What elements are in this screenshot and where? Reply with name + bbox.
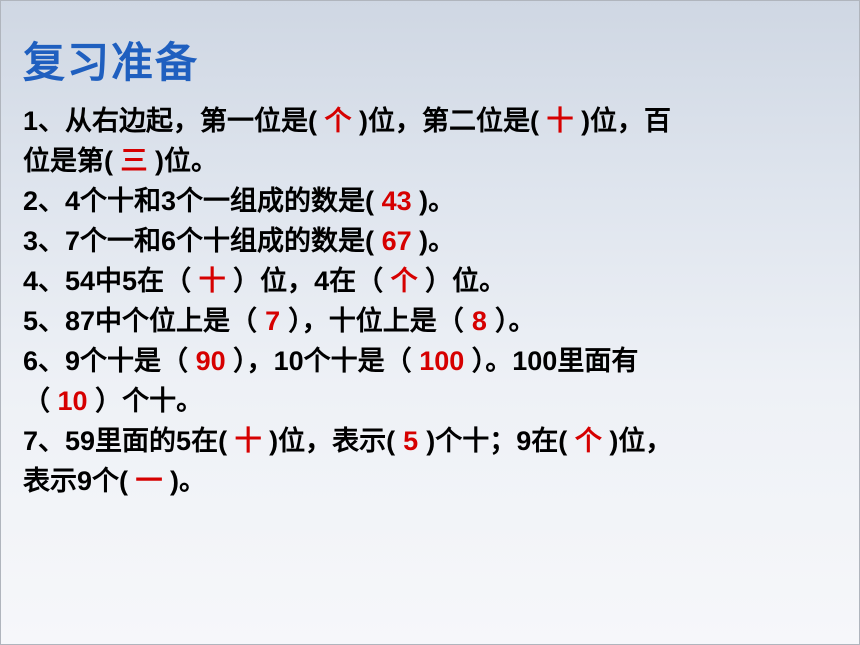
q3-text-b: )。 xyxy=(419,226,455,256)
answer-4: 43 xyxy=(382,182,412,222)
q1-line1: 1、从右边起，第一位是( 个 )位，第二位是( 十 )位，百 xyxy=(23,102,837,142)
q6-line1: 6、9个十是（ 90 ），10个十是（ 100 ）。100里面有 xyxy=(23,342,837,382)
answer-1: 个 xyxy=(325,102,352,142)
q7-text-a: 7、59里面的5在( xyxy=(23,426,227,456)
q4-line: 4、54中5在（ 十 ）位，4在（ 个 ）位。 xyxy=(23,262,837,302)
slide: 复习准备 1、从右边起，第一位是( 个 )位，第二位是( 十 )位，百 位是第(… xyxy=(1,1,859,502)
q7-text-e: 表示9个( xyxy=(23,466,128,496)
q7-text-d: )位， xyxy=(609,426,672,456)
q7-text-c: )个十；9在( xyxy=(426,426,567,456)
q1-text-b: )位，第二位是( xyxy=(359,106,539,136)
q1-line2: 位是第( 三 )位。 xyxy=(23,142,837,182)
q2-line: 2、4个十和3个一组成的数是( 43 )。 xyxy=(23,182,837,222)
question-block: 1、从右边起，第一位是( 个 )位，第二位是( 十 )位，百 位是第( 三 )位… xyxy=(23,102,837,502)
answer-3: 三 xyxy=(121,142,148,182)
answer-7: 个 xyxy=(391,262,418,302)
section-title: 复习准备 xyxy=(23,29,837,90)
q1-text-d: 位是第( xyxy=(23,146,113,176)
q7-line2: 表示9个( 一 )。 xyxy=(23,462,837,502)
answer-10: 90 xyxy=(196,342,226,382)
q3-line: 3、7个一和6个十组成的数是( 67 )。 xyxy=(23,222,837,262)
q2-text-a: 2、4个十和3个一组成的数是( xyxy=(23,186,374,216)
answer-9: 8 xyxy=(471,302,487,342)
answer-13: 十 xyxy=(235,422,262,462)
answer-5: 67 xyxy=(382,222,412,262)
answer-8: 7 xyxy=(265,302,281,342)
q5-text-c: ）。 xyxy=(495,306,536,336)
answer-16: 一 xyxy=(136,462,163,502)
q7-line1: 7、59里面的5在( 十 )位，表示( 5 )个十；9在( 个 )位， xyxy=(23,422,837,462)
answer-12: 10 xyxy=(58,382,88,422)
answer-15: 个 xyxy=(575,422,602,462)
q6-text-a: 6、9个十是（ xyxy=(23,346,188,376)
answer-14: 5 xyxy=(403,422,419,462)
answer-2: 十 xyxy=(547,102,574,142)
q5-text-a: 5、87中个位上是（ xyxy=(23,306,257,336)
q6-text-e: ）个十。 xyxy=(95,386,203,416)
answer-11: 100 xyxy=(419,342,464,382)
q3-text-a: 3、7个一和6个十组成的数是( xyxy=(23,226,374,256)
q5-text-b: ），十位上是（ xyxy=(288,306,464,336)
q7-text-b: )位，表示( xyxy=(269,426,395,456)
q7-text-f: )。 xyxy=(170,466,206,496)
q6-text-d: （ xyxy=(23,386,50,416)
q5-line: 5、87中个位上是（ 7 ），十位上是（ 8 ）。 xyxy=(23,302,837,342)
q1-text-a: 1、从右边起，第一位是( xyxy=(23,106,317,136)
q1-text-e: )位。 xyxy=(155,146,218,176)
q6-text-c: ）。100里面有 xyxy=(472,346,639,376)
q4-text-a: 4、54中5在（ xyxy=(23,266,191,296)
q6-line2: （ 10 ）个十。 xyxy=(23,382,837,422)
q2-text-b: )。 xyxy=(419,186,455,216)
q1-text-c: )位，百 xyxy=(581,106,671,136)
q4-text-b: ）位，4在（ xyxy=(233,266,383,296)
q6-text-b: ），10个十是（ xyxy=(233,346,412,376)
answer-6: 十 xyxy=(199,262,226,302)
q4-text-c: ）位。 xyxy=(425,266,506,296)
